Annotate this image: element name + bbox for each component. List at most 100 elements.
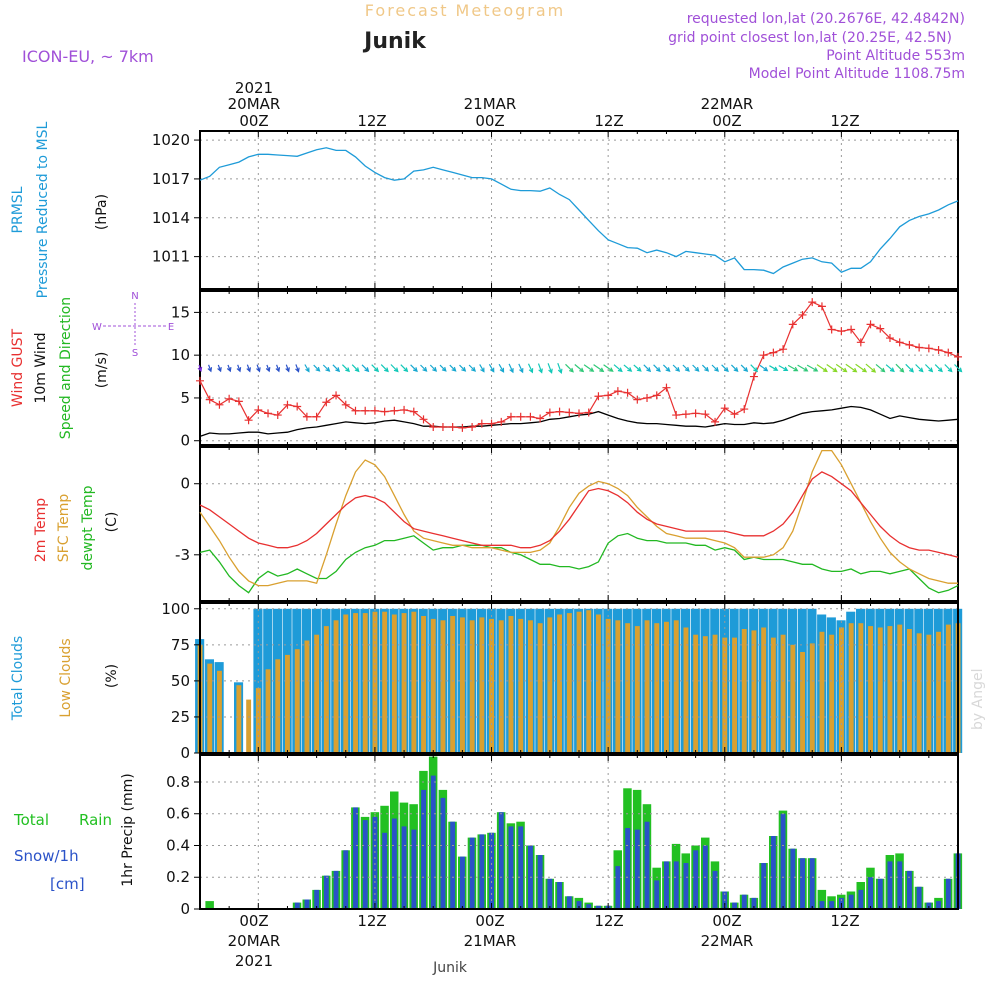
low-cloud-bar xyxy=(926,634,932,753)
app-title: Forecast Meteogram xyxy=(365,1,565,20)
top-date-label: 22MAR xyxy=(701,95,754,113)
temp-2m-line xyxy=(199,471,959,558)
wind-arrow xyxy=(934,364,943,373)
top-date-label: 21MAR xyxy=(464,95,517,113)
snow-bar xyxy=(741,894,747,909)
wind-arrow xyxy=(295,364,300,373)
bottom-date-label: 22MAR xyxy=(701,932,754,950)
wind-ytick-label: 10 xyxy=(171,346,190,364)
wind-arrow xyxy=(420,364,428,372)
gust-marker xyxy=(477,419,486,428)
low-cloud-bar xyxy=(518,618,524,753)
gust-marker xyxy=(497,417,506,426)
snow-bar xyxy=(907,870,912,909)
low-cloud-bar xyxy=(819,631,825,753)
precip-panel-labels: Total Rain Snow/1h [cm] 1hr Precip (mm) xyxy=(13,773,136,893)
compass-north: N xyxy=(131,291,138,302)
gust-marker xyxy=(837,327,846,336)
wind-arrow xyxy=(479,364,485,373)
pressure-frame xyxy=(199,130,959,290)
low-cloud-bar xyxy=(547,617,553,753)
wind-arrow xyxy=(236,364,242,373)
cloud-ytick-label: 75 xyxy=(171,636,190,654)
low-cloud-bar xyxy=(411,611,417,753)
precip-ytick-label: 0.2 xyxy=(166,868,190,886)
pressure-panel-labels: PRMSL Pressure Reduced to MSL (hPa) xyxy=(10,121,110,298)
wind-arrow xyxy=(304,364,310,373)
bottom-hour-label: 00Z xyxy=(712,912,741,930)
snow-bar xyxy=(732,902,737,909)
top-hour-label: 00Z xyxy=(475,112,504,130)
gust-marker xyxy=(856,338,865,347)
gust-marker xyxy=(788,320,797,329)
gust-marker xyxy=(720,404,729,413)
top-hour-label: 12Z xyxy=(830,112,859,130)
snow-bar xyxy=(936,901,941,909)
gust-marker xyxy=(264,409,273,418)
gust-marker xyxy=(749,372,758,381)
wind-arrow xyxy=(518,363,524,374)
low-cloud-bar xyxy=(634,626,640,753)
wind-chart: 0 5 10 15 xyxy=(171,290,963,450)
low-cloud-bar xyxy=(469,620,475,753)
wind-arrow xyxy=(750,364,759,373)
low-cloud-bar xyxy=(848,623,854,753)
gust-marker xyxy=(565,408,574,417)
low-cloud-bar xyxy=(751,630,757,753)
wind-arrow xyxy=(826,364,838,373)
wind-label: 10m Wind xyxy=(33,332,49,403)
gust-marker xyxy=(817,302,826,311)
cloud-panel-labels: Total Clouds Low Clouds (%) xyxy=(10,636,120,721)
rain-label-rain: Rain xyxy=(79,811,112,829)
snow-bar xyxy=(819,901,825,909)
gust-marker xyxy=(924,344,933,353)
snow-bar xyxy=(664,861,669,909)
wind-arrow xyxy=(692,364,700,372)
low-cloud-bar xyxy=(741,629,747,753)
bottom-date-label: 20MAR xyxy=(228,932,281,950)
low-cloud-bar xyxy=(362,613,368,753)
low-cloud-bar xyxy=(654,623,660,753)
gust-marker xyxy=(662,383,671,392)
pressure-ytick-label: 1017 xyxy=(152,170,190,188)
low-cloud-bar xyxy=(217,670,222,753)
rain-label-total: Total xyxy=(13,811,49,829)
gust-marker xyxy=(438,423,447,432)
low-cloud-bar xyxy=(576,611,582,753)
low-cloud-bar xyxy=(430,618,436,753)
low-cloud-bar xyxy=(236,685,242,753)
top-date-label: 20MAR xyxy=(228,95,281,113)
pressure-ytick-label: 1014 xyxy=(152,209,190,227)
station-name: Junik xyxy=(362,29,427,54)
wind-arrow xyxy=(574,364,585,373)
gust-marker xyxy=(234,397,243,406)
snow-bar xyxy=(333,870,339,909)
gust-marker xyxy=(380,407,389,416)
snow-bar xyxy=(362,820,368,909)
snow-bar xyxy=(848,894,854,909)
gust-marker xyxy=(196,376,204,385)
temp-ytick-label: -3 xyxy=(175,546,190,564)
wind-arrow xyxy=(557,362,563,374)
snow-bar xyxy=(576,901,582,909)
low-cloud-bar xyxy=(401,613,407,753)
bottom-time-axis: 00Z 12Z 00Z 12Z 00Z 12Z 20MAR 21MAR 22MA… xyxy=(228,912,860,970)
gust-marker xyxy=(341,400,350,409)
snow-bar xyxy=(586,904,592,909)
top-hour-label: 00Z xyxy=(712,112,741,130)
snow-bar xyxy=(391,818,397,909)
wind-arrow xyxy=(371,364,380,373)
snow-bar xyxy=(770,836,776,909)
snow-bar xyxy=(547,878,553,909)
gust-marker xyxy=(730,410,739,419)
cloud-unit: (%) xyxy=(104,664,120,688)
wind-arrow xyxy=(488,363,495,373)
wind-arrow xyxy=(439,364,447,372)
wind-arrow xyxy=(613,364,623,373)
rain-bar xyxy=(817,889,827,909)
gust-marker xyxy=(302,412,311,421)
wind-arrow xyxy=(390,364,399,373)
snow-bar xyxy=(673,861,679,909)
wind-arrow xyxy=(265,364,271,373)
